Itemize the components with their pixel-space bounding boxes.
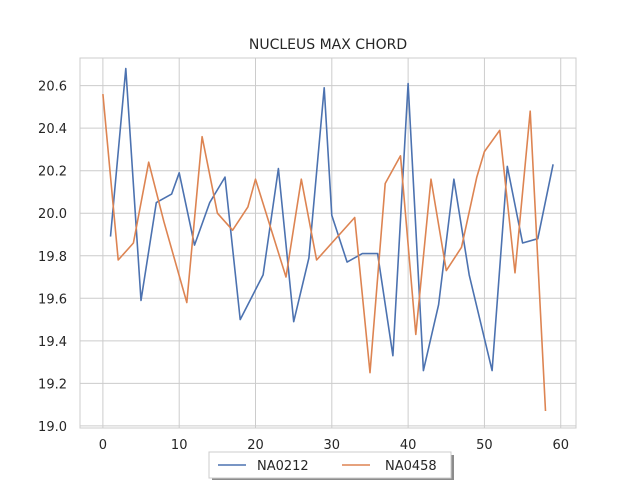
- chart-title: NUCLEUS MAX CHORD: [249, 37, 407, 53]
- y-tick-label: 19.4: [38, 335, 67, 350]
- y-axis-ticks: 19.0 19.2 19.4 19.6 19.8 20.0 20.2 20.4 20.6: [38, 80, 67, 435]
- x-tick-label: 10: [171, 438, 188, 453]
- y-tick-label: 20.4: [38, 122, 67, 137]
- x-tick-label: 40: [400, 438, 417, 453]
- legend-label-na0458: NA0458: [385, 459, 437, 474]
- series-line-na0458: [102, 94, 547, 412]
- y-tick-label: 20.2: [38, 165, 67, 180]
- x-axis-ticks: 0 10 20 30 40 50 60: [99, 438, 569, 453]
- plot-area: [79, 57, 577, 429]
- legend: NA0212 NA0458: [208, 451, 454, 480]
- series-line-na0212: [109, 67, 554, 372]
- x-tick-label: 20: [247, 438, 264, 453]
- x-tick-label: 50: [476, 438, 493, 453]
- legend-box: [208, 451, 452, 479]
- grid-lines: [80, 58, 576, 428]
- x-tick-label: 60: [552, 438, 569, 453]
- y-tick-label: 20.0: [38, 207, 67, 222]
- y-tick-label: 19.0: [38, 420, 67, 435]
- series-layer: [102, 67, 554, 412]
- legend-label-na0212: NA0212: [257, 459, 309, 474]
- y-tick-label: 19.2: [38, 377, 67, 392]
- plot-frame: [79, 57, 577, 429]
- y-tick-label: 20.6: [38, 80, 67, 95]
- y-tick-label: 19.6: [38, 292, 67, 307]
- x-tick-label: 0: [99, 438, 107, 453]
- x-tick-label: 30: [324, 438, 341, 453]
- y-tick-label: 19.8: [38, 250, 67, 265]
